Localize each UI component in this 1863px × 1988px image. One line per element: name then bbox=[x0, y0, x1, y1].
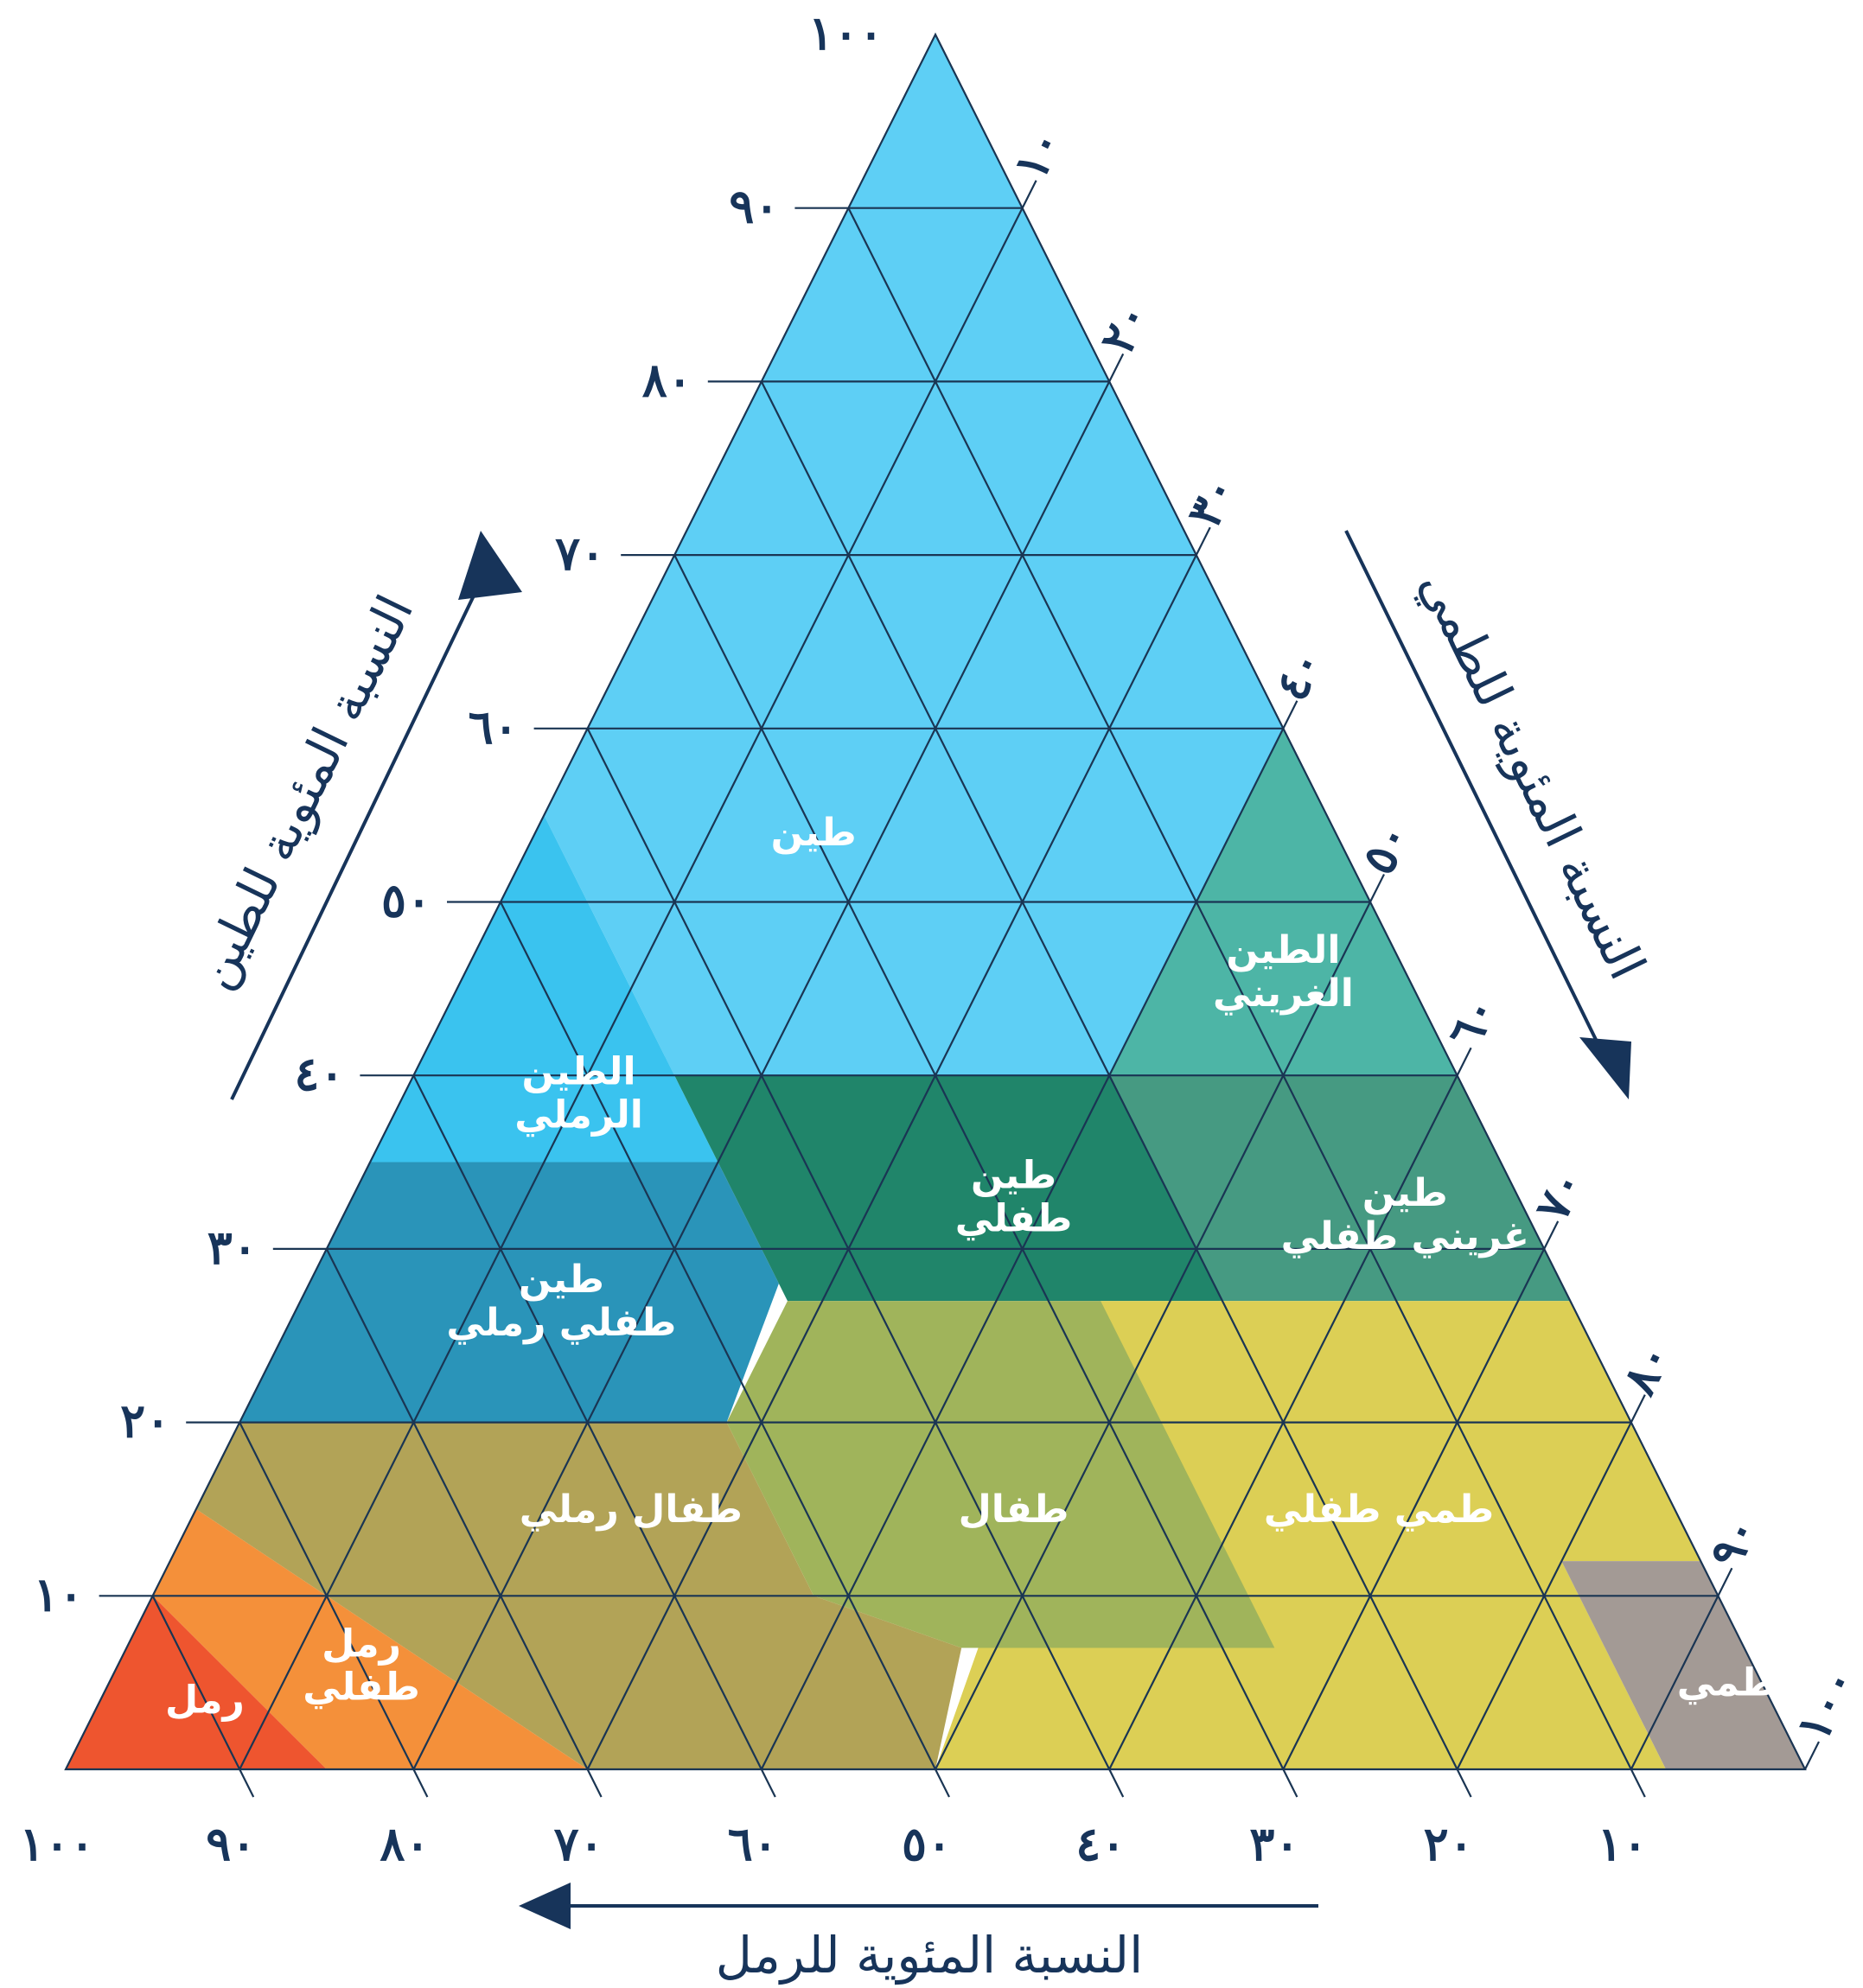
grid-line-silt-50 bbox=[935, 902, 1371, 1770]
region-label-silty-clay-loam-1: طين bbox=[1362, 1171, 1448, 1215]
grid-line-silt-60 bbox=[1108, 1074, 1458, 1770]
silt-tick-mark-90 bbox=[1717, 1567, 1733, 1596]
silt-tick-10: ١٠ bbox=[1002, 119, 1074, 188]
clay-axis-title: النسبة المئوية للطين bbox=[184, 586, 426, 998]
sand-axis-arrow bbox=[519, 1883, 1318, 1929]
region-label-clay-loam-2: طفلي bbox=[955, 1197, 1073, 1241]
sand-tick-mark-70 bbox=[586, 1768, 603, 1798]
grid-line-sand-80 bbox=[239, 1422, 415, 1770]
silt-tick-100: ١٠٠ bbox=[1784, 1658, 1863, 1749]
grid-line-sand-50 bbox=[500, 902, 936, 1770]
silt-tick-mark-40 bbox=[1282, 700, 1298, 730]
clay-tick-60: ٦٠ bbox=[469, 699, 519, 755]
silt-tick-20: ٢٠ bbox=[1088, 293, 1160, 362]
sand-tick-mark-50 bbox=[935, 1768, 950, 1798]
sand-axis-title: النسبة المئوية للرمل bbox=[716, 1926, 1143, 1985]
sand-tick-mark-90 bbox=[239, 1768, 255, 1798]
region-sandy-clay-loam bbox=[239, 1162, 779, 1423]
region-label-sandy-clay-loam-1: طين bbox=[519, 1258, 604, 1302]
sand-tick-mark-40 bbox=[1108, 1768, 1125, 1798]
sand-tick-30: ٣٠ bbox=[1249, 1816, 1299, 1871]
sand-tick-10: ١٠ bbox=[1598, 1816, 1648, 1871]
region-label-silty-clay-1: الطين bbox=[1226, 928, 1340, 972]
region-label-clay-loam-1: طين bbox=[971, 1154, 1056, 1198]
grid-line-sand-30 bbox=[673, 554, 1285, 1770]
clay-tick-40: ٤٠ bbox=[294, 1046, 344, 1101]
silt-tick-mark-80 bbox=[1630, 1394, 1646, 1424]
region-clay-loam bbox=[674, 1075, 1222, 1302]
clay-tick-70: ٧٠ bbox=[555, 526, 605, 581]
silt-tick-mark-30 bbox=[1195, 526, 1211, 556]
grid-line-silt-90 bbox=[1630, 1595, 1719, 1770]
sand-tick-100: ١٠٠ bbox=[19, 1816, 94, 1871]
triangle-grid bbox=[64, 32, 1807, 1771]
clay-tick-10: ١٠ bbox=[34, 1566, 84, 1622]
sand-tick-mark-60 bbox=[760, 1768, 776, 1798]
silt-tick-80: ٨٠ bbox=[1611, 1334, 1682, 1403]
sand-tick-mark-80 bbox=[412, 1768, 429, 1798]
silt-tick-mark-60 bbox=[1456, 1047, 1472, 1076]
sand-tick-70: ٧٠ bbox=[554, 1816, 604, 1871]
region-label-clay: طين bbox=[771, 811, 857, 855]
region-label-silt: طمي bbox=[1677, 1661, 1777, 1705]
region-label-loam: طفال bbox=[959, 1488, 1069, 1532]
silt-tick-mark-70 bbox=[1543, 1220, 1560, 1250]
grid-line-silt-80 bbox=[1456, 1422, 1632, 1770]
clay-tick-50: ٥٠ bbox=[381, 873, 431, 928]
region-label-silty-clay-2: الغريني bbox=[1213, 972, 1354, 1016]
sand-tick-mark-10 bbox=[1630, 1768, 1646, 1798]
grid-line-silt-70 bbox=[1282, 1248, 1546, 1770]
region-label-loamy-sand-1: رمل bbox=[322, 1622, 401, 1666]
region-label-sand: رمل bbox=[165, 1679, 245, 1723]
grid-line-sand-70 bbox=[325, 1248, 589, 1770]
sand-tick-mark-20 bbox=[1456, 1768, 1472, 1798]
region-loamy-sand bbox=[152, 1508, 588, 1769]
clay-tick-30: ٣٠ bbox=[207, 1220, 258, 1275]
region-label-sandy-clay-2: الرملي bbox=[514, 1093, 643, 1137]
grid-line-sand-10 bbox=[847, 207, 1632, 1770]
sand-tick-80: ٨٠ bbox=[380, 1816, 430, 1871]
silt-tick-mark-10 bbox=[1021, 180, 1037, 209]
silt-tick-40: ٤٠ bbox=[1263, 640, 1335, 709]
sand-tick-20: ٢٠ bbox=[1424, 1816, 1474, 1871]
clay-tick-100: ١٠٠ bbox=[808, 5, 884, 61]
grid-line-silt-10 bbox=[239, 207, 1024, 1770]
sand-tick-90: ٩٠ bbox=[206, 1816, 256, 1871]
sand-tick-50: ٥٠ bbox=[902, 1816, 952, 1871]
grid-line-silt-30 bbox=[586, 554, 1197, 1770]
grid-line-sand-60 bbox=[412, 1074, 762, 1770]
silt-tick-mark-100 bbox=[1804, 1741, 1820, 1770]
silt-tick-70: ٧٠ bbox=[1523, 1160, 1595, 1229]
silt-axis-arrow bbox=[1344, 530, 1631, 1099]
region-loam bbox=[726, 1301, 1275, 1648]
clay-tick-90: ٩٠ bbox=[729, 179, 779, 234]
region-label-silty-clay-loam-2: غريني طفلي bbox=[1281, 1214, 1529, 1258]
sand-tick-40: ٤٠ bbox=[1075, 1816, 1126, 1871]
sand-tick-60: ٦٠ bbox=[728, 1816, 778, 1871]
sand-tick-mark-30 bbox=[1282, 1768, 1298, 1798]
region-label-sandy-clay-1: الطين bbox=[522, 1049, 636, 1093]
clay-tick-20: ٢٠ bbox=[120, 1393, 170, 1449]
silt-tick-mark-20 bbox=[1108, 353, 1125, 382]
silt-tick-60: ٦٠ bbox=[1437, 987, 1509, 1056]
clay-tick-80: ٨٠ bbox=[642, 352, 692, 407]
silt-tick-50: ٥٠ bbox=[1349, 813, 1421, 882]
region-label-loamy-sand-2: طفلي bbox=[303, 1666, 420, 1710]
grid-line-sand-90 bbox=[151, 1595, 241, 1770]
clay-axis-arrow bbox=[230, 531, 522, 1100]
silt-tick-mark-50 bbox=[1369, 874, 1385, 902]
silt-tick-90: ٩٠ bbox=[1698, 1507, 1770, 1577]
region-label-silt-loam: طمي طفلي bbox=[1264, 1488, 1494, 1532]
silt-tick-30: ٣٠ bbox=[1176, 467, 1247, 536]
region-label-sandy-clay-loam-2: طفلي رملي bbox=[446, 1301, 676, 1345]
silt-axis-title: النسبة المئوية للطمي bbox=[1407, 561, 1657, 989]
region-label-sandy-loam: طفال رملي bbox=[520, 1488, 743, 1532]
